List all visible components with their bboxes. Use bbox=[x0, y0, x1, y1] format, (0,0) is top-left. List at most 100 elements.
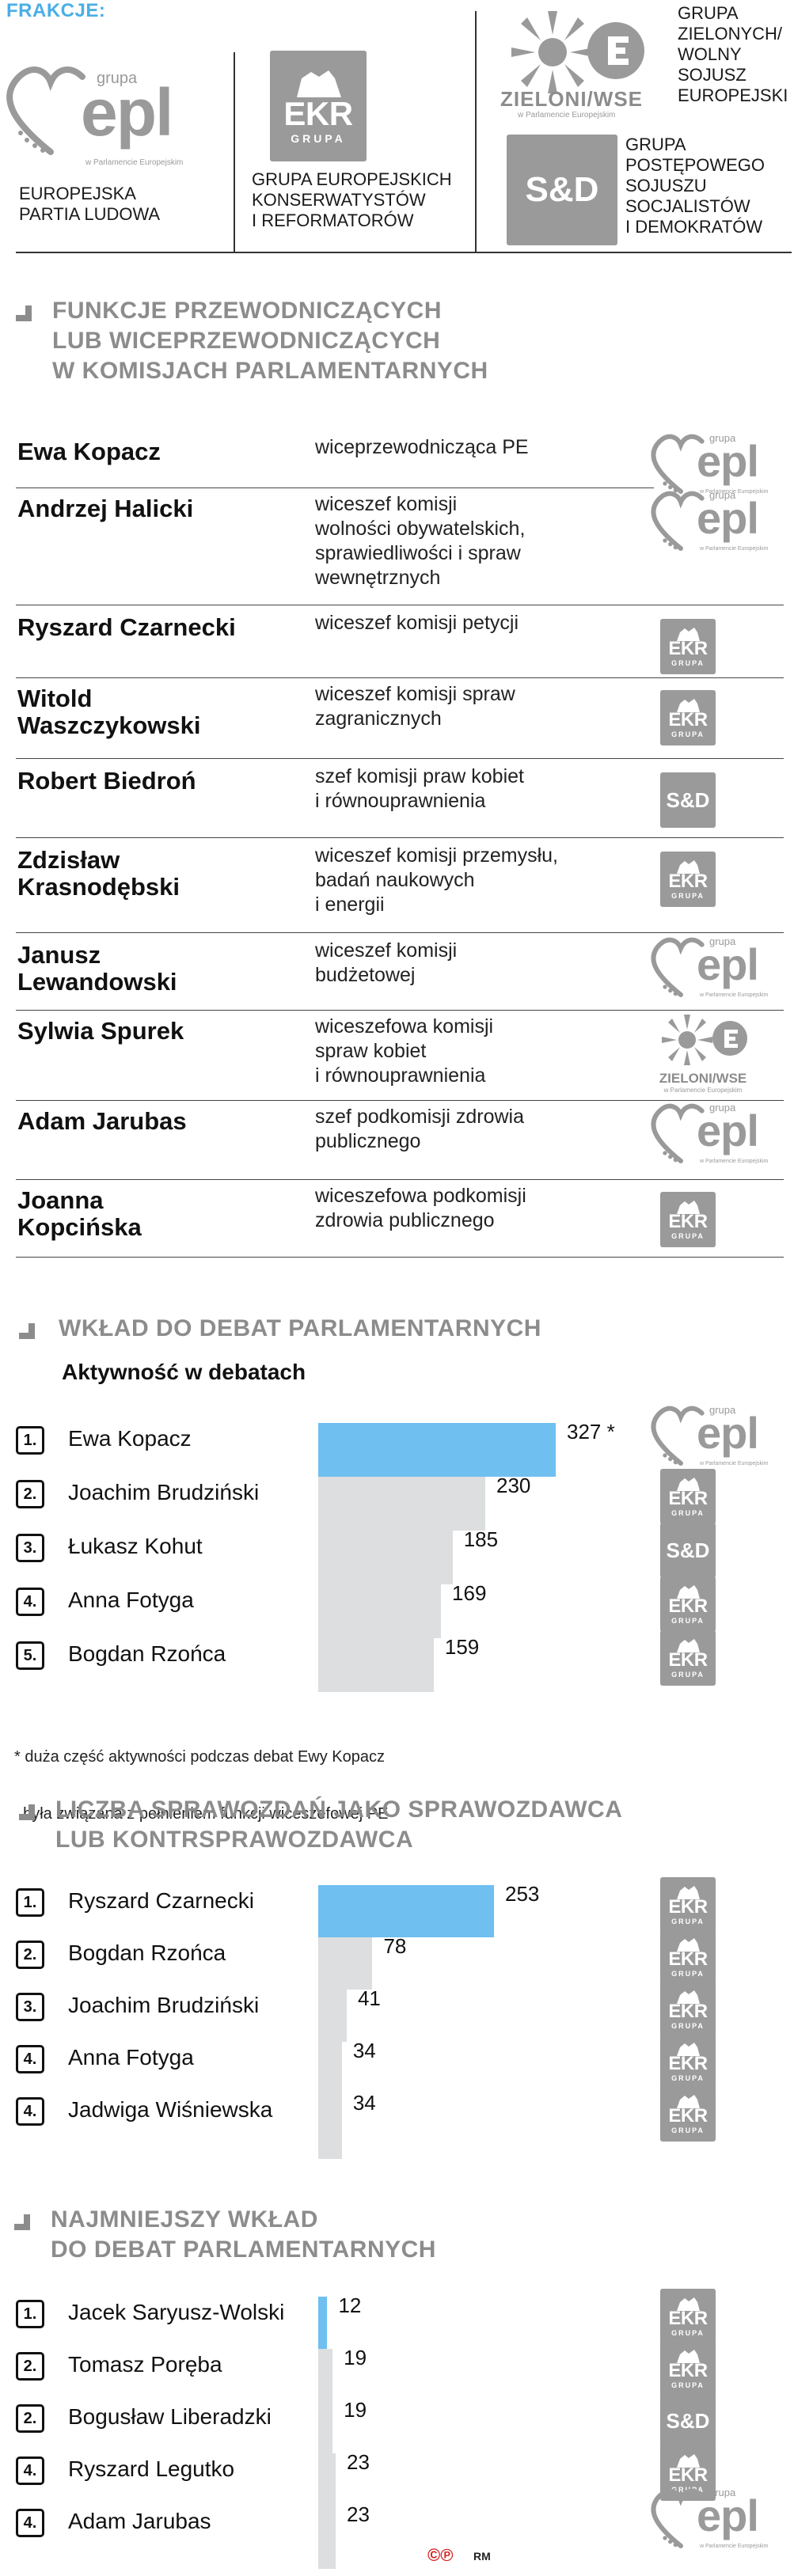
ecr-badge-icon: EKR GRUPA bbox=[660, 1192, 716, 1247]
chart-bar bbox=[318, 2453, 336, 2506]
chart-bar bbox=[318, 2042, 342, 2094]
ecr-badge-icon: EKR GRUPA bbox=[660, 1877, 716, 1933]
chart-value-label: 34 bbox=[352, 2091, 376, 2115]
committee-role: wiceszef komisji przemysłu, badań naukowy… bbox=[315, 844, 559, 916]
chart-value-label: 41 bbox=[357, 1986, 381, 2010]
arrow-icon bbox=[11, 301, 32, 321]
committee-role: wiceszefowa podkomisji zdrowia publiczneg… bbox=[315, 1185, 526, 1231]
divider bbox=[475, 11, 477, 252]
group-name-sd: GRUPA POSTĘPOWEGO SOJUSZU SOCJALISTÓW I … bbox=[625, 135, 766, 237]
chart-value-label: 159 bbox=[444, 1635, 480, 1659]
ecr-badge-icon: EKR GRUPA bbox=[660, 1630, 716, 1686]
heart-icon bbox=[6, 66, 85, 155]
row-divider bbox=[16, 932, 784, 933]
committee-role: wiceprzewodnicząca PE bbox=[315, 436, 529, 458]
chart-category-label: Jadwiga Wiśniewska bbox=[68, 2097, 273, 2122]
chart-bar bbox=[318, 1531, 453, 1584]
group-name-greens: GRUPA ZIELONYCH/ WOLNY SOJUSZ EUROPEJSKI bbox=[678, 3, 788, 105]
epp-badge-icon: grupa epl w Parlamencie Europejskim bbox=[649, 429, 784, 500]
chart-category-label: Ryszard Legutko bbox=[68, 2456, 235, 2481]
row-divider bbox=[16, 1010, 784, 1011]
chart-category-label: Ewa Kopacz bbox=[68, 1426, 192, 1451]
committee-role: wiceszef komisji spraw zagranicznych bbox=[315, 683, 515, 730]
row-divider bbox=[16, 1179, 784, 1180]
chart-value-label: 185 bbox=[463, 1527, 499, 1551]
rank-badge: 2. bbox=[16, 1941, 44, 1969]
rank-badge: 1. bbox=[16, 2300, 44, 2328]
epp-badge-icon: grupa epl w Parlamencie Europejskim bbox=[649, 486, 784, 557]
sd-badge-icon: S&D bbox=[660, 1523, 716, 1578]
mep-name: Sylwia Spurek bbox=[17, 1017, 184, 1045]
arrow-icon bbox=[14, 1318, 35, 1339]
group-name-epp: EUROPEJSKA PARTIA LUDOWA bbox=[19, 184, 161, 224]
ecr-badge-icon: EKR GRUPA bbox=[660, 1929, 716, 1985]
mep-name: Adam Jarubas bbox=[17, 1107, 187, 1135]
rank-badge: 5. bbox=[16, 1641, 44, 1670]
divider bbox=[234, 52, 235, 252]
chart-value-label: 169 bbox=[452, 1581, 487, 1605]
chart-bar bbox=[318, 2349, 333, 2401]
rank-badge: 4. bbox=[16, 2045, 44, 2073]
chart-category-label: Bogdan Rzońca bbox=[68, 1641, 226, 1666]
chart-category-label: Adam Jarubas bbox=[68, 2509, 211, 2533]
frakcje-label: FRAKCJE: bbox=[6, 0, 106, 21]
row-divider bbox=[16, 1100, 784, 1101]
row-divider bbox=[16, 758, 784, 759]
row-divider bbox=[16, 837, 784, 838]
rank-badge: 2. bbox=[16, 2404, 44, 2433]
mep-name: Witold Waszczykowski bbox=[17, 685, 201, 739]
sunflower-icon bbox=[511, 11, 644, 93]
chart-category-label: Anna Fotyga bbox=[68, 2045, 194, 2070]
rank-badge: 2. bbox=[16, 1480, 44, 1508]
ecr-badge-icon: EKR GRUPA bbox=[660, 2289, 716, 2344]
chart-category-label: Bogdan Rzońca bbox=[68, 1941, 226, 1965]
ecr-logo: EKR GRUPA bbox=[270, 51, 367, 161]
epp-logo-big: epl bbox=[81, 75, 173, 150]
epp-logo: grupa epl w Parlamencie Europejskim bbox=[3, 65, 209, 176]
chart-bar bbox=[318, 1638, 434, 1692]
rank-badge: 1. bbox=[16, 1888, 44, 1917]
row-divider bbox=[16, 677, 784, 678]
chart-bar bbox=[318, 1885, 494, 1937]
ecr-badge-icon: EKR GRUPA bbox=[660, 1982, 716, 2037]
ecr-badge-icon: EKR GRUPA bbox=[660, 1576, 716, 1632]
ecr-badge-icon: EKR GRUPA bbox=[660, 2341, 716, 2396]
chart-bar bbox=[318, 2094, 342, 2159]
chart-value-label: 327 * bbox=[567, 1420, 615, 1444]
section3-title: LICZBA SPRAWOZDAŃ JAKO SPRAWOZDAWCA LUB … bbox=[55, 1796, 623, 1853]
chart-value-label: 253 bbox=[505, 1882, 540, 1906]
chart-category-label: Tomasz Poręba bbox=[68, 2352, 222, 2377]
committee-role: wiceszef komisji budżetowej bbox=[315, 939, 458, 986]
chart-value-label: 23 bbox=[347, 2450, 370, 2474]
mep-name: Ryszard Czarnecki bbox=[17, 613, 236, 641]
mep-name: Robert Biedroń bbox=[17, 767, 196, 795]
epp-badge-icon: grupa epl w Parlamencie Europejskim bbox=[649, 932, 784, 1003]
chart-category-label: Joachim Brudziński bbox=[68, 1480, 260, 1504]
greens-badge-icon: ZIELONI/WSE w Parlamencie Europejskim bbox=[648, 1011, 758, 1094]
section4-title: NAJMNIEJSZY WKŁAD DO DEBAT PARLAMENTARNY… bbox=[51, 2206, 436, 2263]
sd-badge-icon: S&D bbox=[660, 772, 716, 828]
group-name-ecr: GRUPA EUROPEJSKICH KONSERWATYSTÓW I REFO… bbox=[252, 169, 452, 230]
chart-category-label: Jacek Saryusz-Wolski bbox=[68, 2300, 285, 2324]
ecr-badge-icon: EKR GRUPA bbox=[660, 2086, 716, 2142]
section2-note: * duża część aktywności podczas debat Ew… bbox=[14, 1748, 389, 1823]
ecr-badge-icon: EKR GRUPA bbox=[660, 1469, 716, 1524]
ecr-badge-icon: EKR GRUPA bbox=[660, 619, 716, 674]
chart-value-label: 78 bbox=[383, 1934, 407, 1958]
rank-badge: 4. bbox=[16, 2097, 44, 2126]
chart-category-label: Joachim Brudziński bbox=[68, 1993, 260, 2017]
chart-bar bbox=[318, 1477, 485, 1531]
chart-value-label: 19 bbox=[344, 2346, 367, 2369]
epp-badge-icon: grupa epl w Parlamencie Europejskim bbox=[649, 1401, 784, 1472]
chart-bar bbox=[318, 1584, 442, 1638]
mep-name: Andrzej Halicki bbox=[17, 495, 194, 522]
ecr-badge-icon: EKR GRUPA bbox=[660, 2034, 716, 2089]
chart-value-label: 12 bbox=[338, 2293, 362, 2317]
chart-bar bbox=[318, 2297, 328, 2349]
mep-name: Ewa Kopacz bbox=[17, 438, 161, 465]
committee-role: szef podkomisji zdrowia publicznego bbox=[315, 1106, 524, 1152]
chart-category-label: Bogusław Liberadzki bbox=[68, 2404, 272, 2429]
copyright-icon: ©℗ bbox=[427, 2545, 454, 2565]
chart-value-label: 34 bbox=[352, 2039, 376, 2062]
arrow-icon bbox=[14, 1800, 35, 1820]
